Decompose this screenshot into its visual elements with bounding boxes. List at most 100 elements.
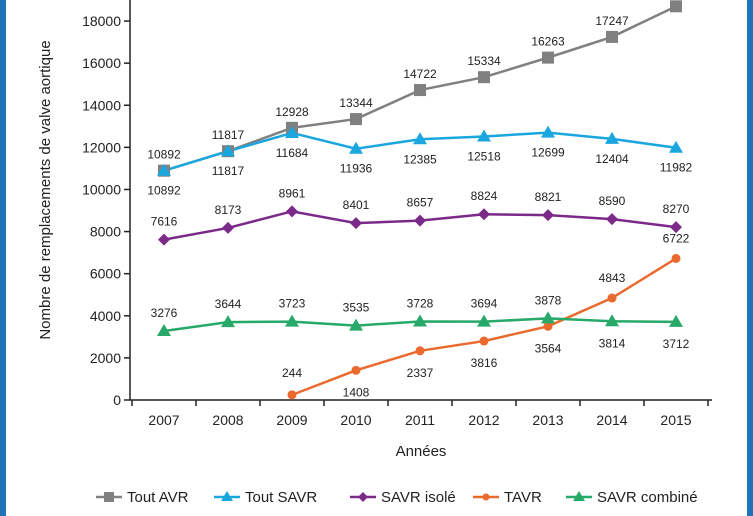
data-label-tout-savr-2009: 11684 (276, 146, 309, 160)
x-tick-label: 2013 (532, 412, 563, 428)
point-savr-combin--2013 (541, 311, 555, 324)
data-label-savr-combin--2010: 3535 (343, 301, 370, 315)
x-tick-label: 2015 (660, 412, 691, 428)
point-tavr-2014 (607, 293, 617, 303)
point-tout-savr-2011 (413, 132, 427, 145)
legend-item-savr-isol-: SAVR isolé (350, 489, 456, 506)
data-label-savr-isol--2015: 8270 (663, 202, 690, 216)
y-tick-label: 12000 (82, 139, 121, 155)
data-label-tout-avr-2011: 14722 (403, 67, 437, 81)
data-label-tout-avr-2007: 10892 (147, 148, 181, 162)
data-label-savr-combin--2011: 3728 (407, 297, 434, 311)
legend-marker-tout-savr (221, 491, 233, 501)
legend-marker-savr-isol- (358, 492, 368, 502)
data-label-savr-combin--2007: 3276 (151, 306, 178, 320)
data-label-tout-savr-2010: 11936 (340, 162, 373, 176)
data-label-tavr-2010: 1408 (343, 385, 370, 399)
data-label-tavr-2009: 244 (282, 366, 302, 380)
y-tick-label: 10000 (82, 181, 121, 197)
data-label-tout-savr-2007: 10892 (147, 184, 181, 198)
point-savr-isol--2011 (414, 214, 426, 227)
point-tout-savr-2013 (541, 125, 555, 138)
data-label-tout-avr-2008: 11817 (212, 128, 245, 142)
data-label-savr-isol--2008: 8173 (215, 203, 242, 217)
point-tavr-2011 (415, 346, 425, 356)
y-tick-label: 0 (113, 392, 121, 408)
data-label-tavr-2015: 6722 (663, 231, 690, 245)
point-savr-combin--2014 (605, 314, 619, 327)
point-tout-avr-2010 (350, 113, 362, 126)
data-label-tout-savr-2011: 12385 (403, 152, 437, 166)
point-savr-combin--2010 (349, 318, 363, 331)
y-tick-label: 18000 (82, 13, 121, 29)
data-label-savr-isol--2011: 8657 (407, 196, 434, 210)
legend-marker-tavr (482, 493, 490, 501)
point-tout-avr-2014 (606, 30, 618, 43)
point-tavr-2009 (287, 390, 297, 400)
point-tavr-2010 (351, 365, 361, 375)
data-label-savr-combin--2013: 3878 (535, 293, 562, 307)
data-label-savr-combin--2008: 3644 (215, 297, 242, 311)
point-savr-isol--2007 (158, 233, 170, 246)
legend-label-savr-combin-: SAVR combiné (597, 489, 698, 506)
x-tick-label: 2014 (596, 412, 627, 428)
data-label-tout-avr-2014: 17247 (595, 14, 629, 28)
data-label-savr-combin--2014: 3814 (599, 336, 626, 350)
point-savr-combin--2015 (669, 314, 683, 327)
y-axis-title: Nombre de remplacements de valve aortiqu… (37, 40, 54, 339)
legend-label-tout-savr: Tout SAVR (245, 489, 317, 506)
data-label-tout-avr-2013: 16263 (531, 35, 565, 49)
point-savr-isol--2008 (222, 221, 234, 234)
data-label-tavr-2011: 2337 (407, 366, 434, 380)
data-label-tout-savr-2013: 12699 (531, 146, 565, 160)
data-label-savr-combin--2009: 3723 (279, 297, 306, 311)
point-tout-avr-2012 (478, 71, 490, 84)
legend: Tout AVR Tout SAVR SAVR isolé TAVR SAVR comb… (96, 489, 698, 506)
point-savr-combin--2007 (157, 324, 171, 337)
y-tick-label: 16000 (82, 55, 121, 71)
data-label-savr-isol--2014: 8590 (599, 194, 626, 208)
data-label-tout-avr-2010: 13344 (339, 96, 373, 110)
point-tavr-2015 (671, 253, 681, 263)
legend-item-tout-avr: Tout AVR (96, 489, 189, 506)
data-label-tout-savr-2008: 11817 (212, 164, 245, 178)
point-tout-savr-2009 (285, 125, 299, 138)
y-tick-label: 4000 (90, 308, 121, 324)
point-savr-combin--2011 (413, 314, 427, 327)
series-markers (157, 0, 683, 400)
point-tout-avr-2011 (414, 84, 426, 97)
x-tick-label: 2011 (405, 412, 435, 428)
point-tout-avr-2013 (542, 51, 554, 64)
y-tick-label: 2000 (90, 350, 121, 366)
y-axis: 0 2000 4000 6000 8000 10000 12000 14000 16000 180… (82, 0, 131, 408)
data-label-tout-savr-2015: 11982 (660, 161, 693, 175)
point-savr-isol--2010 (350, 217, 362, 230)
x-tick-label: 2009 (276, 412, 307, 428)
legend-label-savr-isol-: SAVR isolé (381, 489, 456, 506)
x-tick-label: 2012 (468, 412, 499, 428)
point-tout-savr-2012 (477, 129, 491, 142)
y-tick-label: 14000 (82, 97, 121, 113)
data-label-savr-isol--2013: 8821 (535, 190, 562, 204)
data-label-savr-isol--2012: 8824 (471, 189, 498, 203)
point-savr-isol--2014 (606, 213, 618, 226)
data-label-tavr-2014: 4843 (599, 271, 626, 285)
legend-item-savr-combin-: SAVR combiné (566, 489, 698, 506)
data-label-tavr-2013: 3564 (535, 341, 562, 355)
data-label-savr-isol--2010: 8401 (343, 198, 370, 212)
point-tavr-2013 (543, 321, 553, 331)
point-tout-savr-2008 (221, 144, 235, 157)
point-tout-savr-2010 (349, 141, 363, 154)
y-tick-label: 6000 (90, 266, 121, 282)
x-tick-label: 2010 (340, 412, 371, 428)
point-savr-isol--2015 (670, 221, 682, 234)
x-axis: 2007 2008 2009 2010 2011 2012 2013 2014 2015 (130, 399, 712, 428)
point-tout-savr-2014 (605, 131, 619, 144)
point-savr-isol--2012 (478, 208, 490, 221)
legend-label-tavr: TAVR (504, 489, 542, 506)
point-tout-savr-2015 (669, 140, 683, 153)
point-tout-savr-2007 (157, 163, 171, 176)
point-savr-combin--2008 (221, 315, 235, 328)
legend-item-tavr: TAVR (473, 489, 542, 506)
